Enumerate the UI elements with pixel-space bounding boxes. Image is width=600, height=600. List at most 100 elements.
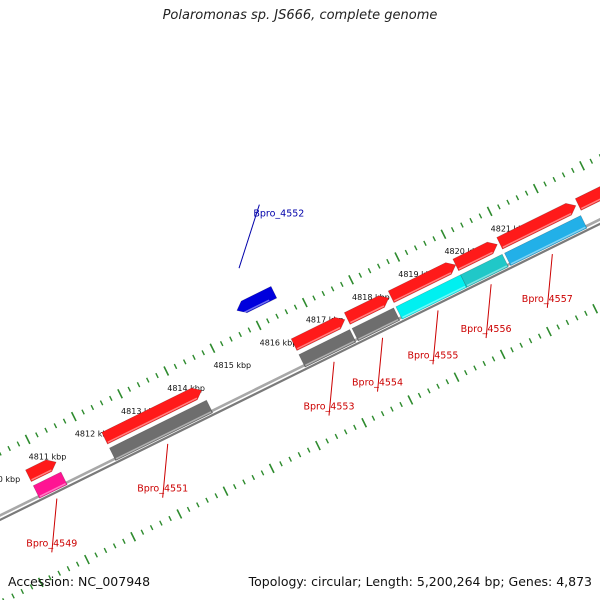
gene-cds-Bpro_4551-bevel: [107, 397, 198, 443]
minor-tick-lower: [127, 386, 132, 392]
minor-tick-upper: [2, 597, 5, 600]
major-tick-upper: [453, 372, 460, 382]
minor-tick-upper: [297, 452, 302, 458]
major-tick-upper: [84, 554, 90, 565]
gene-label-leader: [238, 204, 260, 269]
minor-tick-upper: [75, 561, 80, 567]
minor-tick-upper: [574, 315, 579, 321]
scale-label: 4818 kbp: [352, 293, 390, 302]
minor-tick-upper: [57, 570, 62, 576]
major-tick-lower: [255, 320, 262, 331]
scale-label: 4817 kbp: [306, 316, 344, 325]
major-tick-lower: [532, 183, 539, 194]
minor-tick-upper: [94, 552, 98, 558]
minor-tick-lower: [543, 181, 547, 187]
minor-tick-upper: [279, 461, 283, 467]
gene-cds-Bpro_4549: [25, 459, 57, 483]
major-tick-lower: [209, 343, 216, 354]
scale-label: 4820 kbp: [444, 247, 482, 256]
minor-tick-upper: [510, 347, 514, 353]
minor-tick-upper: [168, 515, 172, 522]
minor-tick-upper: [214, 493, 219, 499]
minor-tick-upper: [122, 538, 126, 544]
minor-tick-lower: [192, 354, 196, 360]
gene-feature-Bpro_4556-bevel: [466, 265, 508, 287]
accession-text: Accession: NC_007948: [8, 574, 151, 589]
minor-tick-lower: [413, 245, 418, 251]
minor-tick-lower: [423, 240, 427, 246]
gene-cds-Bpro_4551: [101, 387, 203, 445]
gene-label-leader: [162, 443, 169, 498]
gene-cds-Bpro_4557-bevel: [502, 212, 572, 248]
minor-tick-upper: [380, 410, 385, 417]
minor-tick-upper: [186, 506, 191, 513]
minor-tick-upper: [20, 588, 25, 595]
major-tick-lower: [486, 206, 493, 217]
minor-tick-upper: [205, 497, 209, 503]
major-tick-upper: [361, 417, 368, 428]
gene-label: Bpro_4555: [407, 350, 458, 361]
gene-feature-Bpro_4549: [32, 471, 68, 499]
scale-label: 4816 kbp: [260, 338, 298, 347]
major-tick-lower: [70, 411, 77, 422]
minor-tick-lower: [247, 327, 252, 333]
minor-tick-lower: [229, 336, 233, 342]
minor-tick-upper: [537, 333, 542, 339]
major-tick-lower: [301, 297, 308, 308]
minor-tick-lower: [173, 363, 178, 370]
major-tick-upper: [546, 326, 552, 337]
minor-tick-upper: [556, 324, 560, 330]
minor-tick-upper: [519, 342, 524, 348]
minor-tick-upper: [66, 566, 71, 572]
major-tick-lower: [163, 366, 170, 376]
minor-tick-lower: [62, 418, 67, 424]
minor-tick-upper: [149, 524, 154, 531]
gene-label-leader: [485, 284, 492, 339]
minor-tick-upper: [417, 392, 422, 399]
minor-tick-lower: [358, 272, 363, 278]
major-tick-lower: [440, 229, 447, 240]
major-tick-upper: [315, 440, 321, 451]
minor-tick-lower: [340, 281, 344, 287]
backbone-line: [0, 222, 600, 522]
gene-label: Bpro_4557: [522, 294, 573, 305]
gene-feature-Bpro_4549-bevel: [39, 483, 66, 498]
gene-cds-Bpro_4552-bevel: [239, 299, 270, 316]
gene-cds-Bpro_4555-bevel: [393, 272, 452, 302]
minor-tick-lower: [16, 441, 21, 447]
major-tick-lower: [24, 434, 31, 445]
gene-label-leader: [546, 254, 553, 308]
minor-tick-lower: [506, 199, 510, 205]
minor-tick-upper: [196, 502, 200, 508]
major-tick-lower: [117, 388, 123, 399]
minor-tick-lower: [552, 176, 557, 183]
gene-feature-Bpro_4553: [298, 329, 357, 368]
minor-tick-upper: [306, 447, 311, 453]
gene-cds-Bpro_4558-bevel: [580, 198, 600, 210]
minor-tick-lower: [367, 268, 372, 274]
minor-tick-lower: [450, 226, 455, 233]
gene-feature-Bpro_4551: [109, 399, 214, 462]
gene-feature-Bpro_4557: [504, 215, 588, 267]
minor-tick-lower: [515, 195, 520, 201]
minor-tick-lower: [44, 427, 48, 433]
map-title: Polaromonas sp. JS666, complete genome: [162, 8, 438, 23]
minor-tick-upper: [353, 424, 357, 430]
scale-label: 4819 kbp: [398, 270, 436, 279]
minor-tick-lower: [136, 382, 141, 388]
minor-tick-lower: [155, 372, 159, 379]
minor-tick-lower: [376, 263, 381, 269]
minor-tick-upper: [233, 483, 237, 490]
minor-tick-upper: [436, 383, 440, 389]
gene-cds-Bpro_4549-bevel: [31, 469, 52, 481]
minor-tick-lower: [524, 190, 529, 196]
gene-label: Bpro_4549: [26, 538, 77, 549]
minor-tick-lower: [81, 409, 85, 415]
gene-label-leader: [328, 361, 335, 416]
major-tick-upper: [37, 577, 44, 588]
minor-tick-lower: [266, 318, 270, 324]
minor-tick-upper: [242, 479, 246, 485]
minor-tick-upper: [260, 470, 265, 476]
